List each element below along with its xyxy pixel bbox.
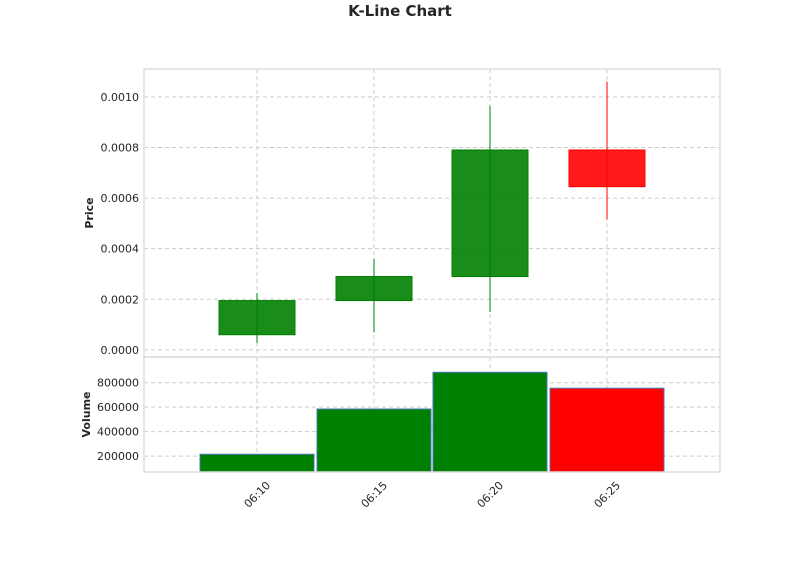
- volume-tick-label: 600000: [97, 401, 139, 414]
- x-tick-label: 06:20: [475, 479, 507, 511]
- volume-tick-label: 800000: [97, 377, 139, 390]
- price-axis-label: Price: [83, 197, 96, 228]
- volume-bar: [432, 371, 548, 473]
- volume-axis-label: Volume: [80, 392, 93, 438]
- volume-panel-frame: [143, 356, 721, 473]
- volume-panel: 200000 400000 600000 800000 Volume 06:10 06:15…: [80, 356, 721, 511]
- candle-body: [335, 276, 413, 302]
- price-panel: 0.0000 0.0002 0.0004 0.0006 0.0008 0.0010 Pric…: [83, 68, 721, 358]
- price-tick-label: 0.0006: [101, 192, 140, 205]
- price-tick-label: 0.0008: [101, 141, 140, 154]
- x-tick-label: 06:15: [359, 479, 391, 511]
- volume-tick-label: 200000: [97, 450, 139, 463]
- price-tick-label: 0.0000: [101, 344, 140, 357]
- x-tick-label: 06:10: [242, 479, 274, 511]
- candle-body: [451, 149, 529, 278]
- volume-bar: [549, 387, 665, 473]
- price-tick-label: 0.0010: [101, 91, 140, 104]
- chart-title: K-Line Chart: [348, 2, 452, 20]
- candle-body: [568, 149, 646, 188]
- x-tick-label: 06:25: [592, 479, 624, 511]
- price-tick-label: 0.0004: [101, 243, 140, 256]
- candle-body: [218, 300, 296, 336]
- volume-tick-label: 400000: [97, 426, 139, 439]
- volume-bar: [316, 408, 432, 473]
- price-tick-label: 0.0002: [101, 293, 140, 306]
- volume-bar: [199, 453, 315, 473]
